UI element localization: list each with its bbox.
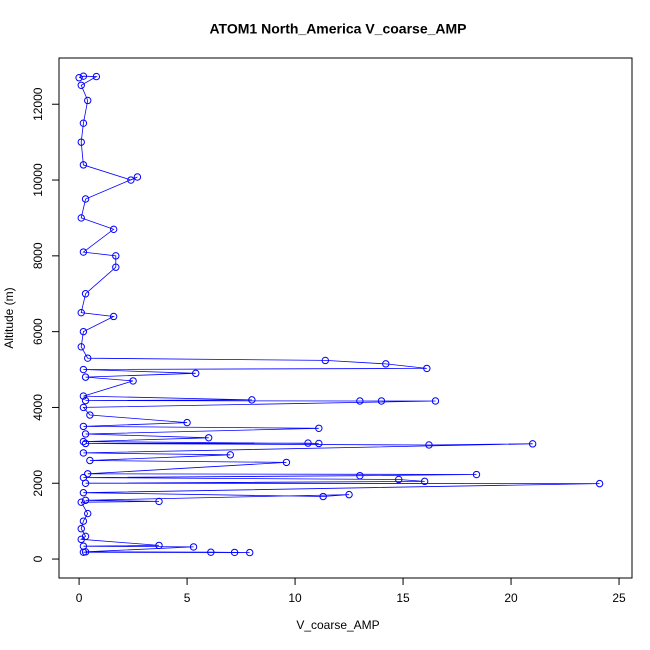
x-tick-label: 15: [396, 591, 410, 605]
y-tick-label: 2000: [31, 470, 45, 497]
data-point: [79, 449, 88, 457]
x-tick-label: 0: [76, 591, 83, 605]
data-point: [204, 434, 213, 442]
data-point: [79, 161, 88, 169]
data-point: [81, 396, 90, 405]
plot-box: [58, 57, 633, 579]
data-point: [77, 214, 85, 222]
data-point: [81, 439, 90, 448]
data-line: [78, 75, 600, 553]
data-point: [112, 252, 120, 260]
data-point: [81, 532, 90, 541]
data-point: [431, 397, 440, 405]
data-point: [109, 312, 118, 321]
data-point: [112, 263, 120, 271]
data-point: [86, 456, 94, 465]
data-point: [315, 439, 323, 448]
data-point: [382, 360, 390, 368]
data-point: [248, 396, 256, 404]
data-point: [79, 517, 88, 525]
data-point: [79, 392, 88, 400]
data-point: [77, 498, 85, 506]
x-axis-label: V_coarse_AMP: [296, 618, 379, 632]
data-point: [472, 470, 481, 479]
data-point: [423, 364, 431, 373]
data-point: [127, 176, 135, 184]
data-point: [321, 356, 330, 365]
data-point: [77, 81, 85, 89]
data-point: [595, 479, 604, 488]
data-point: [304, 439, 312, 447]
data-point: [189, 543, 198, 551]
data-point: [79, 119, 88, 127]
data-point: [86, 411, 94, 419]
data-point: [79, 542, 88, 550]
data-point: [81, 373, 90, 381]
data-point: [425, 441, 433, 449]
data-point: [79, 422, 88, 431]
data-point: [226, 451, 234, 459]
data-point: [183, 418, 191, 427]
data-point: [133, 173, 142, 181]
data-point: [79, 365, 88, 374]
y-tick-label: 6000: [31, 318, 45, 345]
data-point: [77, 138, 85, 146]
data-point: [84, 509, 92, 518]
data-point: [79, 248, 88, 256]
y-tick-label: 12000: [31, 87, 45, 121]
y-tick-label: 10000: [31, 163, 45, 197]
data-point: [79, 437, 88, 446]
x-tick-label: 25: [612, 591, 626, 605]
y-tick-label: 4000: [31, 394, 45, 421]
data-point: [155, 541, 163, 550]
data-point: [84, 470, 92, 478]
data-point: [246, 548, 254, 557]
data-point: [109, 225, 118, 234]
y-axis-label: Altitude (m): [2, 287, 16, 348]
data-point: [282, 458, 291, 467]
data-point: [356, 397, 364, 405]
data-point: [81, 430, 90, 438]
data-point: [81, 290, 90, 298]
data-point: [81, 195, 90, 203]
data-point: [395, 475, 403, 484]
data-point: [81, 496, 90, 505]
chart-title: ATOM1 North_America V_coarse_AMP: [209, 21, 466, 37]
x-tick-label: 10: [288, 591, 302, 605]
data-point: [79, 473, 88, 482]
data-point: [528, 440, 537, 448]
data-point: [230, 548, 239, 557]
y-tick-label: 8000: [31, 242, 45, 269]
y-tick-label: 0: [31, 555, 45, 562]
data-point: [79, 489, 88, 497]
data-point: [79, 72, 88, 80]
data-point: [377, 397, 386, 405]
data-point: [92, 72, 101, 81]
data-point: [420, 477, 429, 486]
x-tick-label: 5: [184, 591, 191, 605]
data-point: [84, 354, 92, 362]
data-point: [315, 424, 323, 432]
data-point: [77, 308, 85, 317]
data-point: [75, 74, 83, 82]
data-point: [79, 403, 88, 412]
data-point: [79, 327, 88, 336]
data-point: [192, 369, 200, 378]
data-point: [207, 548, 215, 556]
data-point: [77, 343, 85, 351]
data-point: [129, 377, 137, 385]
data-point: [155, 497, 163, 506]
data-point: [319, 492, 327, 501]
x-tick-label: 20: [504, 591, 518, 605]
data-point: [84, 96, 92, 105]
data-point: [356, 471, 364, 480]
data-point: [77, 525, 85, 533]
data-point: [345, 490, 353, 499]
